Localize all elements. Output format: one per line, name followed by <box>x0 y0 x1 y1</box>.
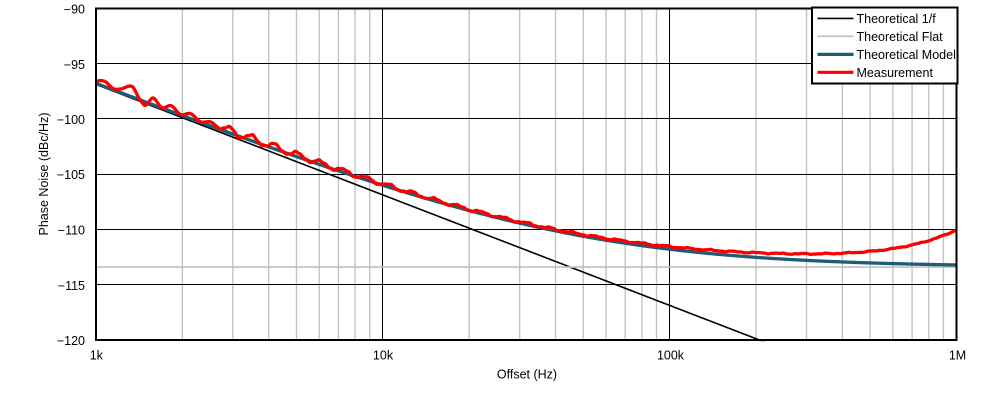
svg-text:Offset (Hz): Offset (Hz) <box>497 368 557 382</box>
svg-text:Theoretical 1/f: Theoretical 1/f <box>857 12 937 26</box>
svg-text:100k: 100k <box>657 348 685 362</box>
svg-text:Phase Noise (dBc/Hz): Phase Noise (dBc/Hz) <box>37 113 51 236</box>
svg-text:Theoretical Flat: Theoretical Flat <box>857 30 944 44</box>
svg-text:−110: −110 <box>58 224 85 238</box>
svg-text:−100: −100 <box>57 113 85 127</box>
svg-text:10k: 10k <box>373 348 394 362</box>
svg-text:−95: −95 <box>64 58 85 72</box>
svg-text:−115: −115 <box>58 279 85 293</box>
svg-text:−105: −105 <box>57 168 85 182</box>
svg-text:1k: 1k <box>90 348 104 362</box>
svg-text:Measurement: Measurement <box>857 66 934 80</box>
svg-text:Theoretical Model: Theoretical Model <box>857 48 956 62</box>
svg-text:1M: 1M <box>949 348 966 362</box>
svg-text:−90: −90 <box>64 3 85 17</box>
svg-text:−120: −120 <box>57 334 85 348</box>
